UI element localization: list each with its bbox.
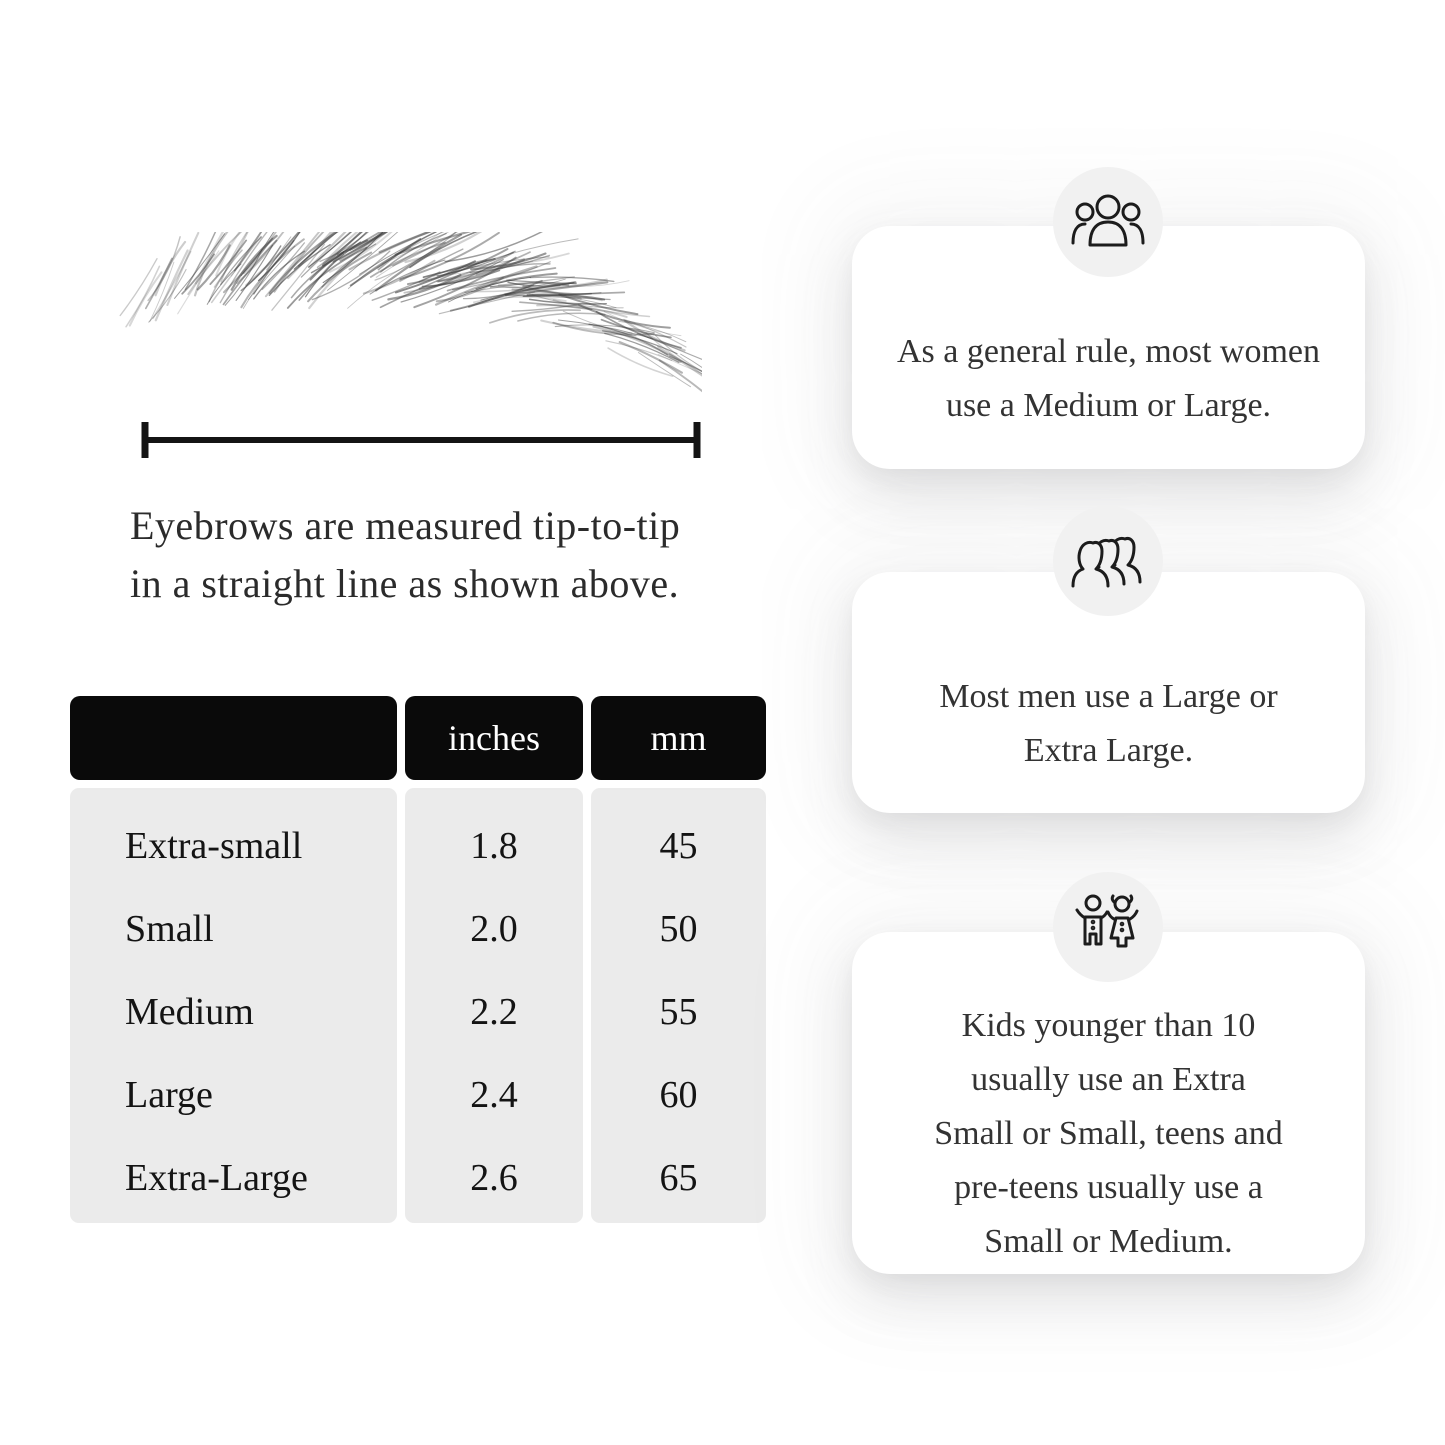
tip-text-line: Extra Large. [1023, 731, 1194, 769]
size-name-cell: Extra-small [125, 824, 303, 867]
table-body-size-column [70, 788, 397, 1223]
tip-text-line: usually use an Extra [971, 1061, 1246, 1098]
size-mm-cell: 60 [659, 1073, 698, 1116]
tip-card-kids: Kids younger than 10 usually use an Extr… [852, 932, 1365, 1274]
table-row: Extra-Large 2.6 65 [70, 1136, 766, 1219]
size-inches-cell: 1.8 [470, 824, 518, 867]
table-row: Small 2.0 50 [70, 887, 766, 970]
men-group-icon [1071, 536, 1142, 588]
tip-badge [1053, 506, 1163, 616]
table-header-size-column [70, 696, 397, 780]
tip-text-line: Small or Medium. [984, 1223, 1233, 1260]
size-mm-cell: 65 [659, 1156, 698, 1199]
women-group-icon [1071, 194, 1145, 247]
tip-text-line: use a Medium or Large. [945, 386, 1272, 424]
table-header-mm-column: mm [591, 696, 766, 780]
tip-text-line: As a general rule, most women [897, 332, 1320, 370]
size-mm-cell: 55 [659, 990, 698, 1033]
table-row: Extra-small 1.8 45 [70, 804, 766, 887]
measurement-caption: Eyebrows are measured tip-to-tip in a st… [130, 497, 730, 613]
size-name-cell: Large [125, 1073, 213, 1116]
tip-text-line: Small or Small, teens and [934, 1115, 1283, 1152]
table-body-mm-column [591, 788, 766, 1223]
tip-text-line: Kids younger than 10 [961, 1007, 1256, 1044]
tip-badge [1053, 872, 1163, 982]
size-inches-cell: 2.0 [470, 907, 518, 950]
size-name-cell: Medium [125, 990, 254, 1033]
measurement-line [141, 422, 701, 458]
kids-icon [1075, 894, 1139, 948]
caption-line-2: in a straight line as shown above. [130, 561, 680, 606]
eyebrow-illustration [119, 232, 702, 393]
caption-line-1: Eyebrows are measured tip-to-tip [130, 503, 681, 548]
size-mm-cell: 50 [659, 907, 698, 950]
size-name-cell: Extra-Large [125, 1156, 308, 1199]
size-inches-cell: 2.6 [470, 1156, 518, 1199]
size-inches-cell: 2.4 [470, 1073, 518, 1116]
tip-text-line: Most men use a Large or [939, 677, 1278, 715]
table-row: Medium 2.2 55 [70, 970, 766, 1053]
table-header-inches-column: inches [405, 696, 583, 780]
tip-text-line: pre-teens usually use a [954, 1169, 1263, 1206]
size-table-rows: Extra-small 1.8 45 Small 2.0 50 Medium 2… [70, 788, 766, 1223]
size-inches-cell: 2.2 [470, 990, 518, 1033]
tip-badge [1053, 167, 1163, 277]
size-name-cell: Small [125, 907, 214, 950]
table-body-inches-column [405, 788, 583, 1223]
size-mm-cell: 45 [659, 824, 698, 867]
table-row: Large 2.4 60 [70, 1053, 766, 1136]
tip-card-men: Most men use a Large or Extra Large. [852, 572, 1365, 813]
